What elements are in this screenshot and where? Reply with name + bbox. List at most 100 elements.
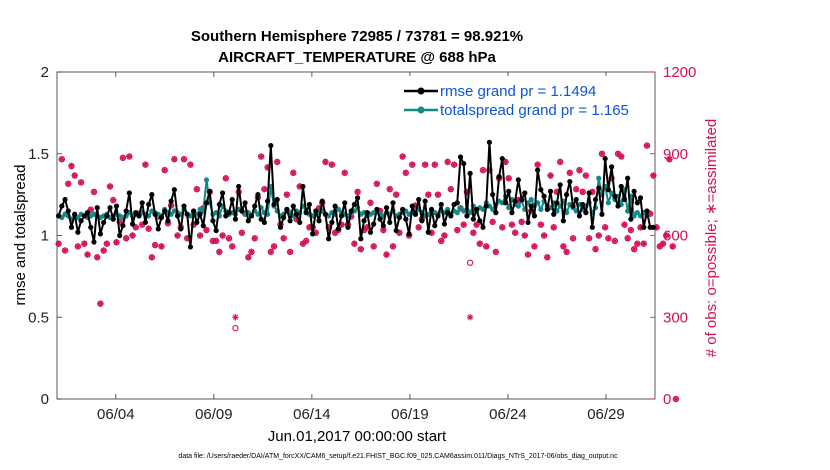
- obs-assimilated-point: [222, 175, 229, 182]
- spread-point: [596, 175, 602, 181]
- obs-assimilated-point: [569, 235, 577, 242]
- obs-assimilated-point: [447, 185, 455, 193]
- y-axis-label: rmse and totalspread: [12, 165, 29, 306]
- rmse-point: [78, 218, 84, 224]
- obs-assimilated-point: [126, 153, 133, 160]
- rmse-point: [216, 201, 222, 208]
- rmse-point: [567, 178, 573, 185]
- spread-point: [634, 210, 640, 216]
- rmse-point: [515, 177, 521, 183]
- rmse-point: [609, 164, 615, 170]
- rmse-point: [113, 203, 120, 209]
- obs-assimilated-point: [402, 169, 410, 177]
- rmse-point: [197, 211, 203, 217]
- obs-assimilated-point: [280, 235, 287, 242]
- rmse-point: [59, 203, 65, 209]
- rmse-point: [477, 218, 483, 224]
- rmse-point: [181, 203, 187, 209]
- rmse-point: [518, 196, 525, 203]
- obs-assimilated-point: [341, 169, 348, 177]
- obs-assimilated-point: [357, 245, 365, 253]
- obs-assimilated-point: [84, 251, 91, 258]
- obs-assimilated-point: [145, 225, 152, 232]
- spread-point: [203, 177, 210, 183]
- rmse-point: [136, 213, 142, 219]
- rmse-point: [232, 216, 239, 222]
- obs-assimilated-point: [650, 172, 657, 179]
- rmse-point: [650, 224, 656, 230]
- rmse-point: [409, 203, 415, 209]
- obs-assimilated-point: [370, 243, 377, 250]
- rmse-point: [284, 206, 290, 212]
- rmse-point: [329, 219, 335, 226]
- rmse-point: [547, 188, 554, 194]
- obs-assimilated-point: [193, 185, 201, 193]
- rmse-point: [168, 198, 174, 204]
- obs-assimilated-point: [71, 172, 78, 179]
- rmse-point: [445, 210, 451, 216]
- rmse-point: [435, 213, 441, 219]
- rmse-point: [538, 187, 544, 193]
- rmse-point: [541, 193, 547, 199]
- obs-assimilated-point: [212, 237, 220, 245]
- rmse-point: [84, 210, 91, 216]
- y-right-tick-label: 600: [663, 228, 688, 245]
- rmse-point: [570, 203, 576, 209]
- obs-assimilated-point: [618, 153, 625, 160]
- obs-assimilated-point: [473, 221, 480, 228]
- x-tick-label: 06/04: [97, 406, 135, 423]
- obs-assimilated-point: [274, 158, 281, 166]
- rmse-point: [187, 244, 194, 250]
- obs-assimilated-point: [605, 235, 612, 242]
- rmse-point: [602, 156, 608, 162]
- rmse-point: [457, 154, 464, 160]
- y-tick-label: 1: [41, 228, 49, 245]
- rmse-point: [493, 210, 499, 216]
- rmse-point: [531, 213, 538, 219]
- obs-assimilated-point: [621, 221, 628, 228]
- rmse-point: [621, 196, 628, 203]
- obs-assimilated-point: [483, 243, 490, 250]
- obs-assimilated-point: [454, 226, 461, 234]
- obs-assimilated-point: [257, 153, 265, 160]
- spread-point: [467, 210, 473, 216]
- rmse-point: [81, 213, 87, 219]
- obs-assimilated-point: [399, 153, 406, 160]
- chart-title: Southern Hemisphere 72985 / 73781 = 98.9…: [191, 28, 523, 45]
- rmse-point: [65, 208, 71, 214]
- obs-assimilated-point: [582, 172, 590, 179]
- rmse-point: [94, 205, 100, 211]
- rmse-point: [149, 192, 155, 198]
- rmse-point: [403, 216, 409, 222]
- obs-assimilated-point: [389, 243, 397, 250]
- obs-assimilated-point: [409, 161, 416, 168]
- obs-assimilated-point: [450, 161, 458, 168]
- rmse-point: [133, 210, 139, 216]
- rmse-point: [358, 236, 364, 242]
- x-tick-label: 06/09: [195, 406, 233, 423]
- rmse-point: [454, 200, 460, 206]
- rmse-point: [596, 185, 602, 191]
- spread-point: [609, 190, 615, 196]
- obs-assimilated-point: [505, 175, 512, 182]
- y-tick-label: 0.5: [28, 309, 49, 326]
- obs-assimilated-point: [238, 229, 246, 236]
- rmse-point: [319, 198, 325, 204]
- obs-assimilated-point: [611, 237, 619, 245]
- obs-assimilated-point: [302, 237, 310, 245]
- y-right-tick-label: 900: [663, 146, 688, 163]
- rmse-point: [155, 226, 161, 232]
- x-tick-label: 06/14: [293, 406, 331, 423]
- obs-assimilated-point: [524, 251, 532, 258]
- rmse-point: [563, 192, 570, 198]
- rmse-point: [174, 213, 181, 219]
- rmse-point: [502, 200, 509, 206]
- obs-assimilated-point: [68, 162, 75, 170]
- obs-assimilated-point: [537, 221, 545, 228]
- rmse-point: [88, 224, 94, 230]
- x-tick-label: 06/19: [391, 406, 429, 423]
- rmse-point: [287, 218, 293, 224]
- obs-assimilated-point: [425, 191, 432, 198]
- rmse-point: [142, 219, 149, 226]
- spread-point: [75, 214, 81, 221]
